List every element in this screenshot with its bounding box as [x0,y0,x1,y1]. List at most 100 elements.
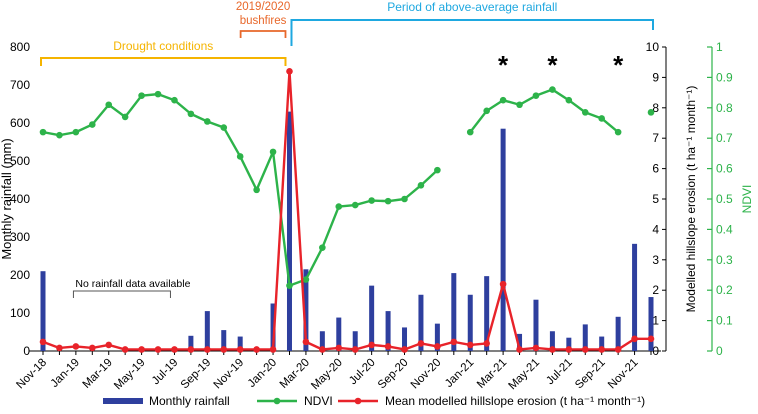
rainfall-bar [418,294,424,351]
y-left-tick-label: 800 [10,40,30,54]
rainfall-bar [369,285,375,351]
bushfires-bracket [239,30,287,38]
erosion-point [434,343,441,350]
legend-label-ndvi: NDVI [304,394,333,408]
erosion-point [220,346,228,353]
legend-marker-ndvi [273,397,281,405]
erosion-point [516,346,523,353]
ndvi-point [384,197,392,205]
erosion-point [581,346,589,353]
y-left-tick-label: 700 [10,78,30,92]
ndvi-point [269,148,277,156]
rainfall-bar [286,111,292,351]
erosion-series [39,68,655,353]
erosion-point [614,346,622,353]
erosion-point [121,346,129,353]
ndvi-point [532,92,540,99]
y-right-erosion-tick-label: 1 [652,314,659,328]
y-left-tick-label: 500 [10,154,30,168]
y-right-ndvi-tick-label: 0.2 [716,283,733,297]
ndvi-point [236,153,244,160]
rainfall-bar [434,323,440,351]
y-right-ndvi-tick-label: 0.9 [716,70,733,84]
erosion-point [56,344,63,352]
x-tick-label: May-21 [506,357,542,393]
erosion-point [417,340,425,347]
ndvi-point [516,101,523,109]
rainfall-bar [533,299,539,351]
ndvi-point [647,109,655,116]
rainfall-bar [632,243,638,351]
x-tick-label: Nov-19 [212,357,247,392]
ndvi-line [469,88,619,134]
erosion-point [286,68,293,75]
no-data-bracket [72,290,171,298]
y-right-erosion-tick-label: 0 [652,344,659,358]
erosion-point [565,346,573,353]
y-left-tick-label: 600 [10,116,30,130]
erosion-point [72,343,80,350]
rainfall-bar [221,330,227,351]
rainfall-bar [319,331,325,351]
y-right-ndvi-tick-label: 0.8 [716,101,733,115]
y-left-tick-label: 0 [23,344,30,358]
erosion-point [483,340,490,347]
ndvi-point [154,90,162,98]
rainfall-bar [204,311,210,351]
rainfall-bar [484,276,490,351]
rainfall-bar [648,297,654,351]
no-data-label: No rainfall data available [75,278,190,290]
erosion-point [450,338,458,346]
erosion-point [532,344,540,352]
erosion-point [171,346,178,353]
erosion-point [105,341,113,349]
rainfall-bar [451,273,457,351]
ndvi-point [187,110,195,118]
erosion-point [384,343,392,350]
y-right-ndvi-tick-label: 0.7 [716,131,733,145]
rainfall-bar [582,324,588,351]
rainfall-bar [336,317,342,351]
x-tick-label: Jul-21 [544,357,575,388]
y-right-erosion-tick-label: 6 [652,162,659,176]
y-left-tick-label: 300 [10,230,30,244]
ndvi-point [319,244,326,251]
rainfall-bar [402,327,408,351]
y-left-axis-label: Monthly rainfall (mm) [0,138,14,259]
erosion-point [88,344,96,352]
ndvi-point [466,128,474,136]
y-right-ndvi-tick-label: 1 [716,40,723,54]
rainfall-period-bracket [290,19,654,46]
ndvi-point [499,96,507,104]
y-right-erosion-tick-label: 2 [652,283,659,297]
rainfall-bar [517,333,523,351]
erosion-point [499,280,507,288]
ndvi-point [614,128,622,136]
y-right-erosion-axis-label: Modelled hillslope erosion (t ha⁻¹ month… [684,86,698,313]
annotations: Drought conditions 2019/2020 bushfires Peri… [40,0,654,298]
erosion-point [187,346,195,353]
ndvi-point [598,115,606,122]
x-tick-label: Jan-21 [443,357,476,390]
y-right-ndvi-axis-label: NDVI [740,185,754,214]
rainfall-bar [270,303,276,351]
ndvi-point [549,86,556,93]
legend-marker-erosion [354,397,362,405]
ndvi-point [88,121,96,128]
legend-label-rainfall: Monthly rainfall [149,394,230,408]
ndvi-point [434,166,441,174]
x-tick-label: Nov-20 [409,357,444,392]
erosion-point [401,346,408,353]
x-tick-label: Nov-21 [606,357,641,392]
ndvi-point [253,186,260,194]
rainfall-bar [237,336,243,351]
rainfall-bar [467,294,473,351]
x-tick-label: Jan-20 [246,357,279,390]
ndvi-point [171,96,178,104]
y-right-ndvi-tick-label: 0.4 [716,222,733,236]
erosion-point [204,346,211,353]
legend-label-erosion: Mean modelled hillslope erosion (t ha⁻¹ … [385,394,645,408]
y-right-ndvi-tick-label: 0.6 [716,162,733,176]
rainfall-bar [352,331,358,351]
